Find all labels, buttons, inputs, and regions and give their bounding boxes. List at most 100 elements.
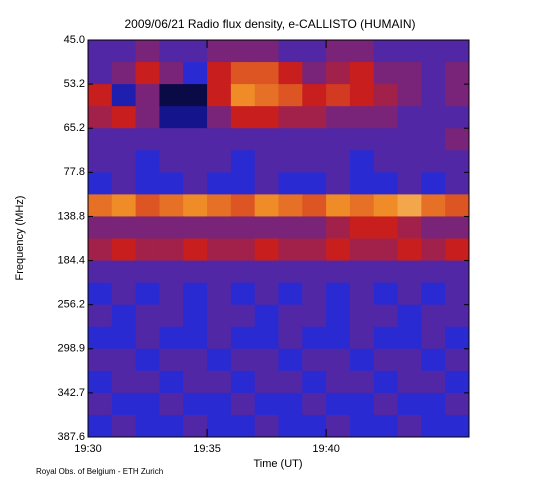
heatmap-cell (135, 84, 160, 107)
heatmap-cell (278, 172, 303, 195)
heatmap-cell (445, 216, 470, 239)
heatmap-cell (207, 392, 232, 416)
y-tick-label: 65.2 (64, 122, 85, 134)
heatmap-cell (278, 128, 303, 151)
heatmap-cell (397, 282, 422, 306)
heatmap-cell (183, 216, 208, 239)
heatmap-cell (254, 370, 279, 394)
heatmap-cell (183, 84, 208, 107)
heatmap-cell (302, 414, 327, 438)
heatmap-cell (373, 216, 399, 239)
heatmap-cell (207, 304, 232, 328)
heatmap-cell (159, 194, 184, 217)
heatmap-cell (183, 172, 208, 195)
heatmap-cell (302, 304, 327, 328)
heatmap-cell (302, 348, 327, 372)
heatmap-cell (159, 414, 184, 438)
heatmap-cell (88, 326, 113, 350)
heatmap-cell (373, 84, 399, 107)
heatmap-cell (326, 370, 351, 394)
heatmap-cell (230, 392, 256, 416)
heatmap-cell (183, 370, 208, 394)
heatmap-cell (230, 106, 256, 129)
heatmap-cell (349, 260, 375, 284)
heatmap-cell (207, 348, 232, 372)
heatmap-cell (111, 414, 137, 438)
heatmap-cell (326, 106, 351, 129)
y-tick-label: 53.2 (64, 78, 85, 90)
heatmap-cell (111, 348, 137, 372)
heatmap-cell (88, 84, 113, 107)
heatmap-cell (397, 172, 422, 195)
heatmap-cell (326, 326, 351, 350)
heatmap-cell (230, 370, 256, 394)
heatmap-cell (183, 260, 208, 284)
heatmap-cell (445, 238, 470, 262)
heatmap-cell (302, 150, 327, 173)
heatmap-cell (278, 194, 303, 217)
heatmap-cell (254, 62, 279, 85)
heatmap-cell (111, 392, 137, 416)
heatmap-cell (326, 194, 351, 217)
heatmap-cell (421, 128, 446, 151)
heatmap-cell (302, 194, 327, 217)
heatmap-cell (207, 106, 232, 129)
heatmap-cell (397, 348, 422, 372)
heatmap-cell (397, 326, 422, 350)
heatmap-cell (326, 348, 351, 372)
heatmap-cell (88, 62, 113, 85)
heatmap-cell (302, 260, 327, 284)
heatmap-cell (349, 216, 375, 239)
heatmap-cell (326, 392, 351, 416)
heatmap-cell (397, 414, 422, 438)
heatmap-cell (421, 370, 446, 394)
heatmap-cell (88, 392, 113, 416)
heatmap-cell (349, 84, 375, 107)
credit: Royal Obs. of Belgium - ETH Zurich (36, 467, 163, 476)
heatmap-cell (207, 128, 232, 151)
heatmap-cell (88, 128, 113, 151)
heatmap-cell (159, 150, 184, 173)
y-axis-label: Frequency (MHz) (14, 196, 26, 281)
heatmap-cell (111, 194, 137, 217)
heatmap-cell (278, 414, 303, 438)
heatmap-cell (254, 106, 279, 129)
heatmap-cell (421, 282, 446, 306)
heatmap-cell (445, 260, 470, 284)
heatmap-cell (135, 106, 160, 129)
heatmap-cell (135, 238, 160, 262)
heatmap-cell (230, 84, 256, 107)
heatmap-cell (373, 172, 399, 195)
heatmap-cell (230, 326, 256, 350)
heatmap-cell (373, 414, 399, 438)
heatmap-cell (445, 414, 470, 438)
chart-title: 2009/06/21 Radio flux density, e-CALLIST… (124, 17, 415, 31)
heatmap-cell (421, 106, 446, 129)
heatmap-cell (445, 326, 470, 350)
heatmap-cell (111, 150, 137, 173)
heatmap-cell (373, 128, 399, 151)
heatmap-cell (254, 282, 279, 306)
x-tick-label: 19:40 (312, 443, 340, 455)
heatmap-cell (183, 238, 208, 262)
heatmap-cell (230, 40, 256, 63)
heatmap-cell (302, 62, 327, 85)
heatmap-cell (230, 414, 256, 438)
heatmap-cell (135, 216, 160, 239)
heatmap-cell (230, 260, 256, 284)
heatmap-cell (397, 238, 422, 262)
heatmap-cell (159, 392, 184, 416)
y-tick-label: 138.8 (57, 210, 85, 222)
heatmap-cell (159, 370, 184, 394)
heatmap-cell (421, 40, 446, 63)
heatmap-cell (135, 40, 160, 63)
heatmap-cell (159, 172, 184, 195)
heatmap-cell (135, 304, 160, 328)
heatmap-cell (349, 304, 375, 328)
heatmap-cell (302, 40, 327, 63)
heatmap-cell (159, 62, 184, 85)
heatmap-cell (373, 106, 399, 129)
heatmap-cell (278, 150, 303, 173)
heatmap-cell (302, 392, 327, 416)
